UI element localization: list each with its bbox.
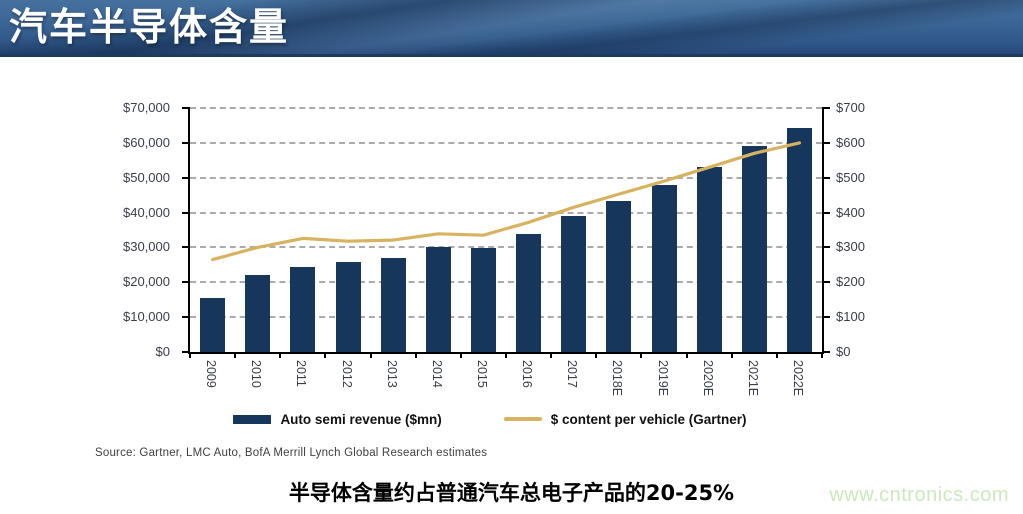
grid-line: [190, 211, 822, 214]
grid-line: [190, 107, 822, 109]
line-series: [211, 141, 802, 262]
grid-line: [190, 316, 822, 319]
grid-line: [190, 281, 822, 284]
plot-area: [182, 107, 830, 358]
legend-label-content: $ content per vehicle (Gartner): [550, 411, 747, 427]
x-axis-tick-label: 2017: [565, 360, 580, 388]
chart-legend: Auto semi revenue ($mn) $ content per ve…: [95, 407, 885, 431]
bar-series-swatch-icon: [233, 414, 272, 424]
bar: [335, 262, 361, 352]
left-axis-tick-label: $70,000: [123, 100, 170, 115]
left-axis-tick-label: $40,000: [123, 204, 170, 220]
bar: [380, 257, 406, 352]
x-axis-tick-label: 2014: [429, 360, 444, 388]
bar: [696, 167, 722, 352]
right-axis-tick-label: $100: [836, 309, 865, 325]
x-axis-labels: 2009 2010 2011 2012 2013 2014 2015 2016 2017 2018…: [188, 360, 820, 410]
right-axis-tick-label: $400: [836, 204, 865, 220]
x-axis-tick-label: 2012: [339, 360, 354, 388]
watermark: www.cntronics.com: [829, 484, 1009, 506]
left-axis-labels: $0 $10,000 $20,000 $30,000 $40,000 $50,000 $60…: [90, 100, 178, 359]
left-axis-tick-label: $30,000: [123, 239, 170, 255]
x-axis-tick-label: 2022E: [790, 360, 805, 397]
right-axis-tick-label: $0: [836, 344, 851, 359]
grid-line: [190, 176, 822, 179]
x-axis-tick-label: 2019E: [655, 360, 670, 397]
left-axis-tick-label: $0: [155, 344, 170, 359]
legend-item-revenue: Auto semi revenue ($mn): [233, 411, 442, 427]
legend-item-content: $ content per vehicle (Gartner): [503, 411, 747, 427]
right-axis-tick-label: $600: [836, 134, 865, 150]
right-axis-tick-label: $200: [836, 274, 865, 290]
right-axis-tick-label: $300: [836, 239, 865, 255]
right-axis-labels: $0 $100 $200 $300 $400 $500 $600 $700: [836, 100, 906, 359]
bar: [561, 216, 587, 352]
bar: [200, 297, 226, 352]
left-axis-tick-label: $10,000: [123, 309, 170, 325]
bar: [651, 185, 677, 352]
right-axis-tick-label: $500: [836, 169, 865, 185]
bar: [425, 247, 451, 352]
x-axis-tick-label: 2015: [474, 360, 489, 388]
x-axis-tick-label: 2020E: [700, 360, 715, 397]
x-axis-tick-label: 2013: [384, 360, 399, 388]
bar: [786, 127, 812, 352]
left-axis-tick-label: $20,000: [123, 274, 170, 290]
bar: [606, 200, 632, 352]
x-axis-tick-label: 2010: [249, 360, 264, 388]
grid-line: [190, 141, 822, 144]
bar: [470, 247, 496, 352]
bar: [516, 233, 542, 352]
x-axis-tick-label: 2009: [204, 360, 219, 388]
left-axis-tick-label: $50,000: [123, 169, 170, 185]
line-series-swatch-icon: [503, 417, 542, 421]
x-axis-tick-label: 2021E: [745, 360, 760, 397]
source-note: Source: Gartner, LMC Auto, BofA Merrill …: [95, 447, 488, 459]
legend-label-revenue: Auto semi revenue ($mn): [280, 411, 442, 427]
page-title: 汽车半导体含量: [9, 7, 290, 49]
slide-header: 汽车半导体含量: [0, 0, 1023, 57]
bar: [245, 275, 271, 352]
x-axis-tick-label: 2016: [520, 360, 535, 388]
grid-line: [190, 246, 822, 249]
x-axis-tick-label: 2011: [294, 360, 309, 387]
bar: [741, 146, 767, 352]
bar: [290, 266, 316, 352]
left-axis-tick-label: $60,000: [123, 134, 170, 150]
right-axis-tick-label: $700: [836, 100, 865, 115]
footer-note: 半导体含量约占普通汽车总电子产品的20-25%: [288, 481, 735, 505]
x-axis-tick-label: 2018E: [610, 360, 625, 397]
